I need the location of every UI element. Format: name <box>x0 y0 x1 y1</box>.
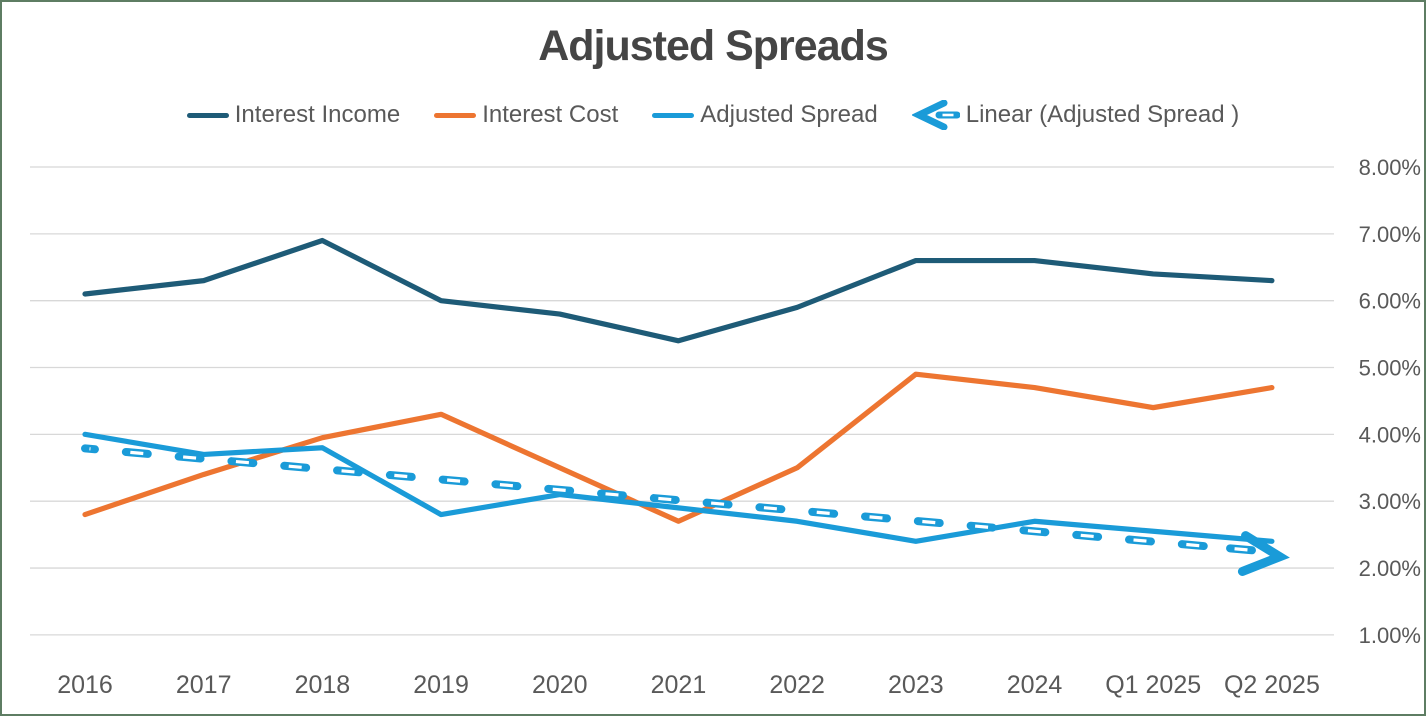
y-axis-tick-label: 3.00% <box>1359 489 1421 514</box>
x-axis-tick-label: 2019 <box>413 671 469 699</box>
x-axis-tick-label: Q2 2025 <box>1224 671 1320 699</box>
legend-item-label: Linear (Adjusted Spread ) <box>965 101 1240 128</box>
trendline-dash-inner <box>974 524 989 529</box>
trendline-dash-inner <box>763 506 778 511</box>
trendline-dash-inner <box>1234 547 1248 552</box>
trendline-dash-inner <box>130 450 144 456</box>
x-axis-tick-label: 2023 <box>888 671 944 699</box>
series-line-interest-income <box>82 237 1275 344</box>
trendline-dash-inner <box>1080 533 1094 539</box>
y-axis-tick-label: 6.00% <box>1359 289 1421 314</box>
chart-title: Adjusted Spreads <box>538 22 889 70</box>
y-axis-tick-label: 8.00% <box>1359 155 1421 180</box>
legend-item-interest-cost: Interest Cost <box>434 101 618 129</box>
trend-arrow-icon <box>911 100 960 130</box>
interest-income-line-marker <box>186 112 229 118</box>
x-axis-tick-label: 2017 <box>176 671 232 699</box>
trendline-dash-inner <box>446 478 461 483</box>
trendline-dash-inner <box>816 510 830 515</box>
adjusted-spread-line-marker <box>652 112 695 118</box>
trendline-dash-inner <box>710 501 725 506</box>
trendline-dash-inner <box>605 492 619 497</box>
trendline-dash-inner <box>182 455 197 460</box>
trendline-dash-inner <box>922 519 936 525</box>
y-axis-tick-label: 7.00% <box>1359 222 1421 247</box>
legend-item-label: Interest Income <box>234 101 401 128</box>
legend-item-interest-income: Interest Income <box>186 101 401 129</box>
interest-cost-line-marker <box>434 112 477 118</box>
trendline-dash-inner <box>394 473 408 479</box>
x-axis-tick-label: 2018 <box>295 671 351 699</box>
y-axis-tick-label: 2.00% <box>1359 556 1421 581</box>
legend-item-adjusted-spread: Adjusted Spread <box>652 101 878 129</box>
x-axis-tick-label: Q1 2025 <box>1105 671 1201 699</box>
y-axis-tick-label: 5.00% <box>1359 356 1421 381</box>
legend-item-label: Adjusted Spread <box>700 101 878 128</box>
y-axis-tick-label: 1.00% <box>1359 623 1421 648</box>
trendline-dash-inner <box>1186 542 1200 548</box>
legend-item-label: Interest Cost <box>482 101 619 128</box>
trendline-dash-inner <box>658 496 672 502</box>
trendline-arrowhead <box>1237 531 1290 576</box>
trendline-dash-inner <box>288 464 302 469</box>
x-axis-tick-label: 2020 <box>532 671 588 699</box>
trendline-dash-inner <box>235 459 250 465</box>
trendline-dash-inner <box>869 515 883 520</box>
x-axis-tick-label: 2016 <box>57 671 113 699</box>
trendline-dash-inner <box>499 483 514 488</box>
series-line-adjusted-spread <box>82 431 1275 544</box>
x-axis-tick-label: 2024 <box>1007 671 1063 699</box>
trendline-dash-inner <box>552 487 566 492</box>
legend-item-linear-trendline: Linear (Adjusted Spread ) <box>911 100 1240 130</box>
trendline-dash-inner <box>1133 538 1147 543</box>
x-axis-tick-label: 2021 <box>651 671 707 699</box>
x-axis-tick-label: 2022 <box>769 671 825 699</box>
trendline-dash-inner <box>341 469 355 474</box>
trendline-dash-inner <box>1027 529 1042 534</box>
y-axis-tick-label: 4.00% <box>1359 422 1421 447</box>
chart-legend: Interest Income Interest Cost Adjusted S… <box>2 96 1424 134</box>
